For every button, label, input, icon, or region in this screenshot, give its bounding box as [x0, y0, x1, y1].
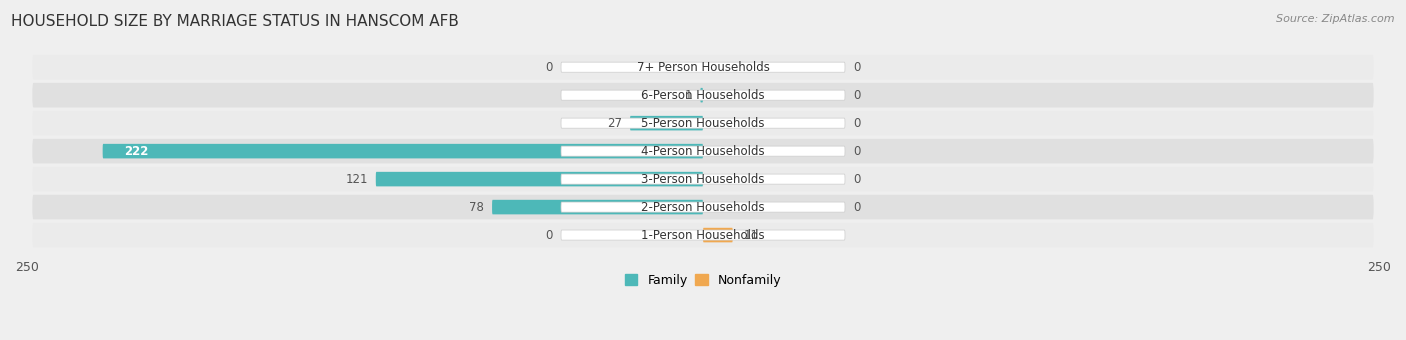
FancyBboxPatch shape [32, 195, 1374, 219]
Text: 3-Person Households: 3-Person Households [641, 173, 765, 186]
Text: 0: 0 [853, 89, 860, 102]
Text: 0: 0 [853, 61, 860, 74]
Text: 0: 0 [853, 117, 860, 130]
FancyBboxPatch shape [703, 228, 733, 242]
Text: HOUSEHOLD SIZE BY MARRIAGE STATUS IN HANSCOM AFB: HOUSEHOLD SIZE BY MARRIAGE STATUS IN HAN… [11, 14, 460, 29]
FancyBboxPatch shape [561, 146, 845, 156]
Text: 7+ Person Households: 7+ Person Households [637, 61, 769, 74]
FancyBboxPatch shape [27, 109, 1379, 137]
Text: 1: 1 [685, 89, 692, 102]
Text: 0: 0 [853, 144, 860, 158]
FancyBboxPatch shape [32, 111, 1374, 135]
Text: 1-Person Households: 1-Person Households [641, 228, 765, 241]
FancyBboxPatch shape [700, 88, 703, 102]
Text: 121: 121 [344, 173, 368, 186]
FancyBboxPatch shape [32, 83, 1374, 107]
FancyBboxPatch shape [375, 172, 703, 186]
Text: 2-Person Households: 2-Person Households [641, 201, 765, 214]
Text: 222: 222 [124, 144, 149, 158]
Text: 4-Person Households: 4-Person Households [641, 144, 765, 158]
FancyBboxPatch shape [630, 116, 703, 131]
Text: 0: 0 [853, 201, 860, 214]
FancyBboxPatch shape [103, 144, 703, 158]
FancyBboxPatch shape [561, 118, 845, 128]
Text: 27: 27 [607, 117, 621, 130]
FancyBboxPatch shape [27, 165, 1379, 193]
FancyBboxPatch shape [561, 230, 845, 240]
Text: 78: 78 [470, 201, 484, 214]
FancyBboxPatch shape [27, 221, 1379, 249]
FancyBboxPatch shape [27, 81, 1379, 109]
Legend: Family, Nonfamily: Family, Nonfamily [620, 269, 786, 292]
Text: 0: 0 [546, 61, 553, 74]
Text: 0: 0 [546, 228, 553, 241]
FancyBboxPatch shape [27, 137, 1379, 165]
FancyBboxPatch shape [32, 167, 1374, 191]
Text: 0: 0 [853, 173, 860, 186]
FancyBboxPatch shape [32, 223, 1374, 248]
FancyBboxPatch shape [27, 53, 1379, 81]
Text: 5-Person Households: 5-Person Households [641, 117, 765, 130]
FancyBboxPatch shape [561, 62, 845, 72]
FancyBboxPatch shape [561, 174, 845, 184]
FancyBboxPatch shape [32, 55, 1374, 80]
FancyBboxPatch shape [32, 139, 1374, 164]
FancyBboxPatch shape [492, 200, 703, 214]
Text: 11: 11 [744, 228, 759, 241]
Text: 6-Person Households: 6-Person Households [641, 89, 765, 102]
FancyBboxPatch shape [561, 202, 845, 212]
Text: Source: ZipAtlas.com: Source: ZipAtlas.com [1277, 14, 1395, 23]
FancyBboxPatch shape [561, 90, 845, 100]
FancyBboxPatch shape [27, 193, 1379, 221]
